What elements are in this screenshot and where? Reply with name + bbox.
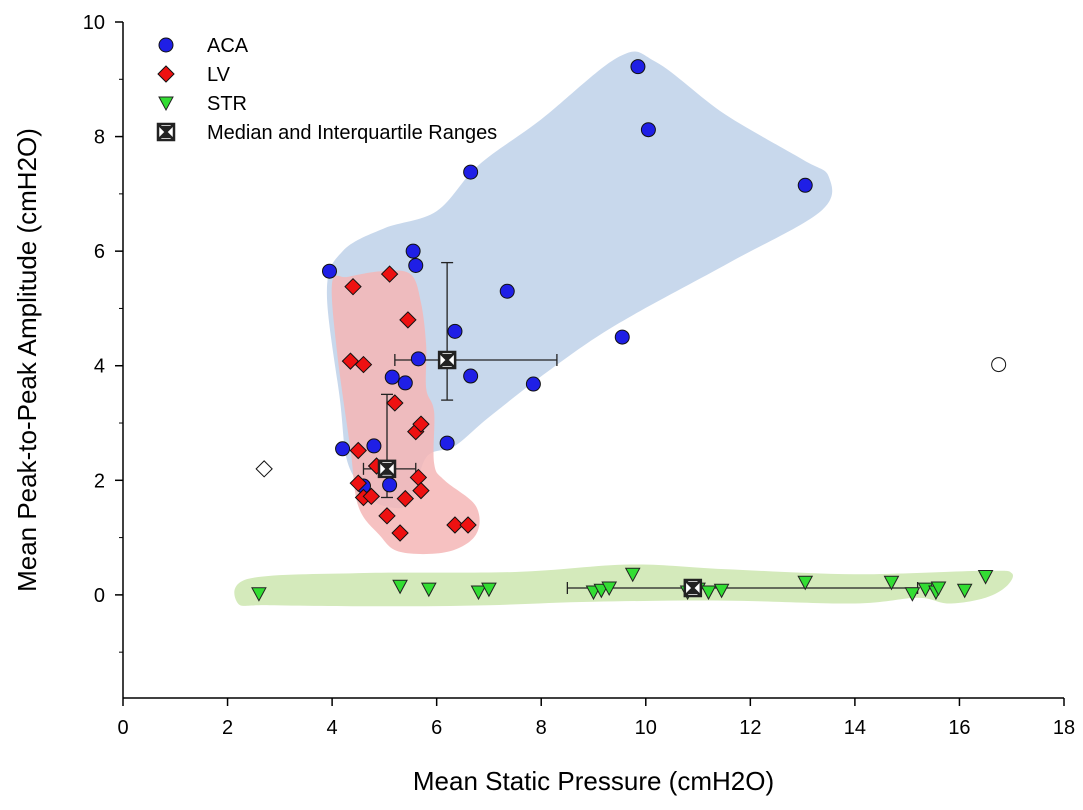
region-aca — [326, 51, 833, 509]
point-aca — [439, 435, 455, 451]
y-axis-title: Mean Peak-to-Peak Amplitude (cmH2O) — [12, 128, 42, 592]
point-str — [713, 583, 730, 599]
x-tick-label: 6 — [431, 717, 442, 739]
x-tick-label: 12 — [739, 717, 761, 739]
outlier-aca — [991, 357, 1007, 373]
point-lv — [399, 311, 417, 329]
point-aca — [397, 375, 413, 391]
legend-label: ACA — [207, 35, 249, 57]
axes: 0 2 4 6 8 10 12 14 16 18 0 2 4 6 8 10 — [83, 12, 1075, 739]
region-str — [234, 564, 1013, 607]
point-aca — [499, 283, 515, 299]
legend-label: LV — [207, 64, 231, 86]
legend: ACA LV STR Median and Interquartile Ranges — [156, 35, 497, 144]
y-tick-label: 10 — [83, 12, 105, 34]
y-tick-label: 0 — [94, 585, 105, 607]
x-tick-label: 16 — [948, 717, 970, 739]
point-lv — [349, 441, 367, 460]
point-str — [251, 587, 267, 602]
legend-marker-median-box — [156, 122, 176, 142]
point-lv — [391, 524, 409, 542]
x-tick-label: 2 — [222, 717, 233, 739]
point-aca — [321, 263, 337, 279]
point-str — [904, 587, 921, 602]
x-tick-label: 14 — [844, 717, 866, 739]
point-lv — [412, 481, 430, 500]
median-markers — [377, 350, 703, 598]
legend-label: STR — [207, 93, 247, 115]
point-aca — [384, 369, 400, 385]
x-axis-title: Mean Static Pressure (cmH2O) — [413, 766, 774, 796]
point-str — [470, 585, 487, 601]
point-lv — [362, 487, 381, 506]
point-lv — [396, 489, 415, 508]
x-tick-label: 0 — [117, 717, 128, 739]
point-aca — [335, 441, 351, 457]
point-str — [420, 582, 437, 598]
point-str — [956, 583, 973, 599]
point-lv — [446, 516, 464, 534]
point-lv — [412, 415, 430, 433]
point-str — [977, 570, 994, 585]
legend-marker-diamond — [157, 65, 175, 83]
median-str — [683, 578, 703, 598]
point-str — [700, 585, 717, 601]
point-str — [601, 581, 618, 597]
point-aca — [463, 368, 479, 384]
point-lv — [341, 352, 360, 370]
point-aca — [797, 177, 813, 193]
median-lv — [377, 459, 397, 479]
point-aca — [410, 351, 426, 367]
point-aca — [525, 376, 541, 392]
x-tick-label: 8 — [536, 717, 547, 739]
legend-label: Median and Interquartile Ranges — [207, 122, 497, 144]
point-aca — [640, 122, 656, 138]
y-tick-label: 8 — [94, 127, 105, 149]
point-aca — [366, 438, 382, 454]
point-lv — [378, 507, 396, 525]
point-str — [624, 567, 641, 583]
x-tick-label: 10 — [635, 717, 657, 739]
point-str — [883, 575, 900, 591]
x-tick-label: 18 — [1053, 717, 1075, 739]
point-lv — [349, 474, 367, 492]
point-aca — [463, 164, 479, 180]
point-lv — [354, 355, 373, 374]
point-lv — [459, 516, 477, 534]
y-tick-label: 4 — [94, 356, 105, 378]
point-aca — [408, 257, 424, 273]
point-str — [930, 581, 947, 597]
point-aca — [382, 477, 398, 493]
point-aca — [405, 243, 421, 259]
y-tick-label: 2 — [94, 470, 105, 492]
point-lv — [386, 394, 404, 412]
point-aca — [630, 59, 646, 75]
point-lv — [380, 265, 399, 283]
point-str — [797, 575, 814, 591]
y-tick-label: 6 — [94, 241, 105, 263]
point-str — [481, 582, 497, 598]
x-tick-label: 4 — [327, 717, 338, 739]
median-aca — [437, 350, 457, 370]
point-aca — [447, 323, 463, 339]
legend-marker-circle — [158, 37, 174, 53]
point-str — [392, 579, 408, 595]
outlier-lv — [255, 460, 273, 478]
point-aca — [614, 329, 630, 345]
point-lv — [344, 277, 362, 296]
legend-marker-triangle-down — [158, 96, 174, 112]
